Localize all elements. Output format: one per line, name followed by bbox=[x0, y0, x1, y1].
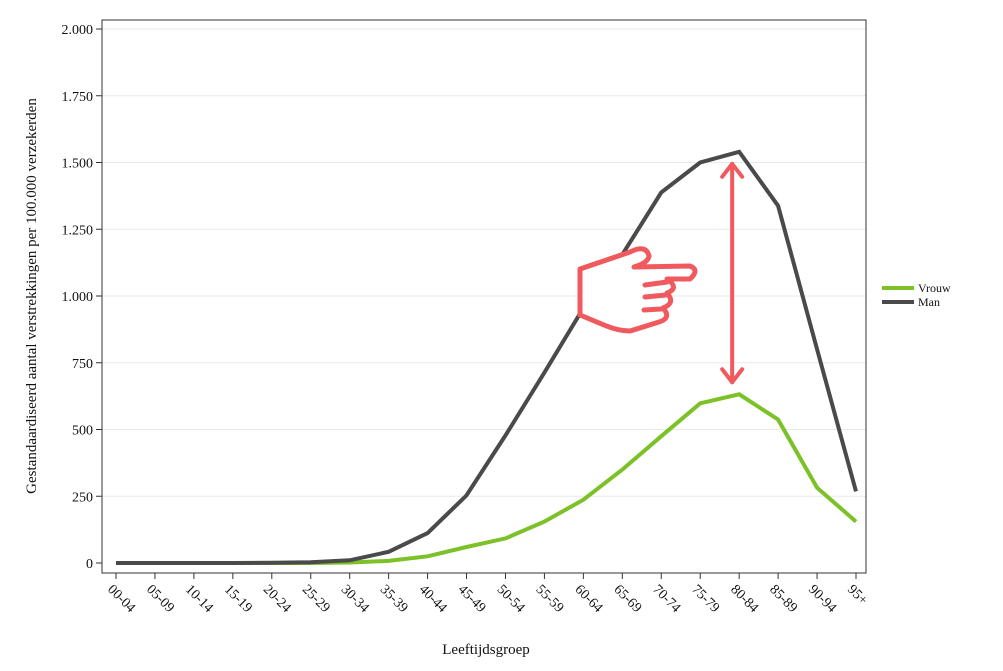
y-tick-label: 750 bbox=[72, 357, 93, 372]
x-tick-label: 05-09 bbox=[143, 582, 177, 616]
series-line-vrouw bbox=[116, 392, 858, 565]
y-tick-label: 250 bbox=[72, 490, 93, 505]
y-tick-label: 0 bbox=[86, 557, 93, 572]
series-line-man bbox=[116, 149, 858, 565]
x-tick-label: 15-19 bbox=[221, 582, 255, 616]
y-tick-label: 1.250 bbox=[62, 223, 94, 238]
x-tick-label: 95+ bbox=[844, 582, 870, 608]
x-axis-label: Leeftijdsgroep bbox=[442, 642, 529, 658]
y-axis-label: Gestandaardiseerd aantal verstrekkingen … bbox=[24, 98, 40, 494]
axes-layer: 0 250 500 750 1.000 1.250 1.500 1.750 2.000 00-04… bbox=[62, 19, 870, 616]
y-tick-label: 2.000 bbox=[62, 23, 94, 38]
x-tick-label: 40-44 bbox=[416, 582, 450, 616]
y-tick-label: 1.500 bbox=[62, 157, 94, 172]
x-tick-label: 85-89 bbox=[766, 582, 800, 616]
x-tick-label: 80-84 bbox=[727, 582, 761, 616]
x-tick-label: 45-49 bbox=[455, 582, 489, 616]
legend-label-man: Man bbox=[918, 295, 940, 309]
x-tick-label: 20-24 bbox=[260, 582, 294, 616]
y-tick-label: 500 bbox=[72, 424, 93, 439]
legend-label-vrouw: Vrouw bbox=[918, 281, 951, 295]
x-tick-label: 65-69 bbox=[610, 582, 644, 616]
y-tick-label: 1.750 bbox=[62, 90, 94, 105]
y-tick-label: 1.000 bbox=[62, 290, 94, 305]
x-tick-label: 25-29 bbox=[299, 582, 333, 616]
x-tick-label: 90-94 bbox=[805, 582, 839, 616]
grid-layer bbox=[102, 28, 866, 497]
difference-arrow bbox=[720, 161, 745, 385]
annotation-layer bbox=[577, 161, 745, 385]
x-tick-label: 70-74 bbox=[649, 582, 683, 616]
x-tick-label: 55-59 bbox=[533, 582, 567, 616]
series-layer bbox=[116, 149, 858, 565]
x-tick-label: 10-14 bbox=[182, 582, 216, 616]
x-tick-label: 50-54 bbox=[494, 582, 528, 616]
x-tick-label: 75-79 bbox=[688, 582, 722, 616]
x-tick-label: 35-39 bbox=[377, 582, 411, 616]
x-tick-label: 30-34 bbox=[338, 582, 372, 616]
pointing-hand-icon bbox=[577, 246, 698, 334]
x-tick-label: 00-04 bbox=[104, 582, 138, 616]
x-tick-label: 60-64 bbox=[572, 582, 606, 616]
